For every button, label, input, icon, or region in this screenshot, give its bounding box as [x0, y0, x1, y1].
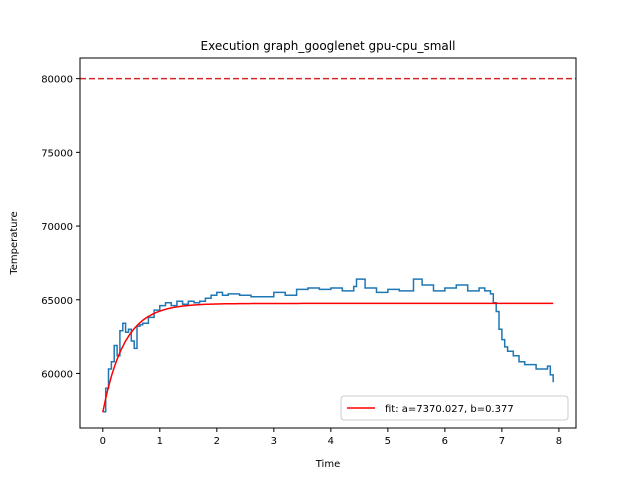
y-tick-label: 80000 — [41, 75, 73, 86]
x-tick-label: 0 — [100, 436, 106, 447]
legend: fit: a=7370.027, b=0.377 — [340, 395, 569, 421]
x-tick-label: 5 — [385, 436, 391, 447]
x-axis-label: Time — [315, 459, 340, 470]
y-axis-label: Temperature — [9, 211, 20, 275]
x-tick-label: 3 — [271, 436, 277, 447]
y-tick-label: 70000 — [41, 222, 73, 233]
fit-curve-line — [102, 302, 554, 413]
temperature-series-line — [102, 278, 554, 413]
y-tick-label: 65000 — [41, 296, 73, 307]
plot-area — [80, 77, 576, 413]
legend-box — [340, 395, 569, 421]
x-tick-label: 7 — [499, 436, 505, 447]
x-tick-label: 2 — [214, 436, 220, 447]
x-tick-label: 6 — [442, 436, 448, 447]
y-tick-label: 75000 — [41, 148, 73, 159]
x-tick-label: 4 — [328, 436, 334, 447]
chart-title: Execution graph_googlenet gpu-cpu_small — [201, 39, 456, 53]
axes-frame — [79, 57, 577, 429]
axis-ticks: 0 1 2 3 4 5 6 7 8 60000 65000 70000 75000 80000 — [41, 75, 562, 447]
x-tick-label: 8 — [556, 436, 562, 447]
y-tick-label: 60000 — [41, 369, 73, 380]
legend-fit-label: fit: a=7370.027, b=0.377 — [385, 404, 514, 415]
x-tick-label: 1 — [157, 436, 163, 447]
